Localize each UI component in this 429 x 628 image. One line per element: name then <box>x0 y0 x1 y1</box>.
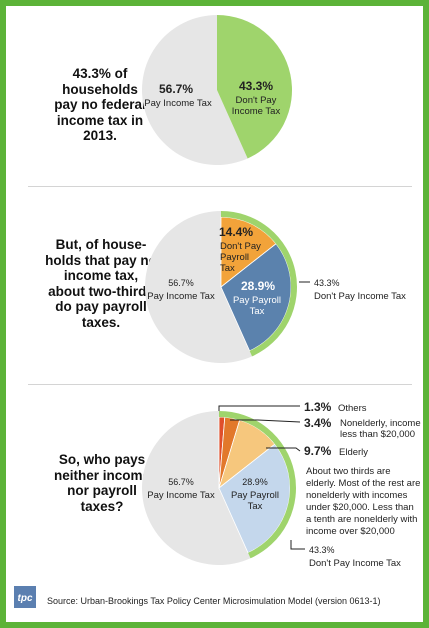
pie3-annotation-line: elderly. Most of the rest are <box>306 478 420 489</box>
panel1-line: pay no federal <box>54 97 146 112</box>
panel1-line: income tax in <box>56 112 144 128</box>
panel2-line: about two-thirds <box>48 283 154 299</box>
pie1-label-dontpay-text: Don't Pay <box>236 95 277 106</box>
pie1-label-pay-pct: 56.7% <box>159 82 193 96</box>
pie3-leader-others <box>218 405 300 411</box>
panel2-line: do pay payroll <box>55 299 147 314</box>
pie3-leader-nonelderly <box>230 419 301 423</box>
panel2-line: income tax, <box>63 268 139 283</box>
panel3-line: neither income <box>53 467 151 483</box>
pie2-label-blue-text: Pay Payroll <box>233 295 281 306</box>
pie2-slices <box>144 211 297 364</box>
pie3-annotation-line: a tenth are nonelderly with <box>306 514 417 525</box>
pie3-label-nonelderly-pct: 3.4% <box>304 416 332 430</box>
pie3-slices <box>142 411 296 565</box>
panel2-text: But, of house- holds that pay no income … <box>28 237 174 330</box>
pie3-annotation-line: income over $20,000 <box>306 526 395 537</box>
pie3-label-elderly-pct: 9.7% <box>304 444 332 458</box>
panel1-line: 43.3% of <box>72 66 128 81</box>
source-note: Source: Urban-Brookings Tax Policy Cente… <box>47 596 381 606</box>
pie3-leader-ring <box>290 540 305 550</box>
pie3-leader-elderly <box>266 447 301 452</box>
pie3-label-nonelderly-text: Nonelderly, income <box>340 418 421 429</box>
pie3-label-nonelderly-text: less than $20,000 <box>340 429 415 440</box>
pie2-label-blue-text: Tax <box>250 306 265 317</box>
pie2-label-pay-pct: 56.7% <box>168 278 194 288</box>
pie3-label-payroll-text: Pay Payroll <box>231 490 279 501</box>
pie1-label-pay-text: Pay Income Tax <box>144 98 212 109</box>
pie3-ring-label: Don't Pay Income Tax <box>309 558 401 569</box>
panel1-text: 43.3% of households pay no federal incom… <box>36 66 164 144</box>
pie3-ring-pct: 43.3% <box>309 545 335 555</box>
pie1-label-dontpay-text: Income Tax <box>232 106 281 117</box>
tpc-logo: tpc <box>14 586 36 608</box>
pie2-label-pay-text: Pay Income Tax <box>147 291 215 302</box>
pie2-label-blue-pct: 28.9% <box>241 279 275 293</box>
pie2-label-orange-pct: 14.4% <box>219 225 253 239</box>
pie3-label-pay-pct: 56.7% <box>168 477 194 487</box>
pie3-slice-payroll <box>218 443 291 554</box>
pie3-slice-pay <box>142 411 251 565</box>
pie2-label-orange-text: Payroll <box>220 252 249 263</box>
pie3-label-payroll-text: Tax <box>248 501 263 512</box>
pie1-slices <box>142 15 292 165</box>
divider <box>28 384 412 385</box>
pie3-label-pay-text: Pay Income Tax <box>147 490 215 501</box>
pie2-ring-pct: 43.3% <box>314 278 340 288</box>
panel3-line: nor payroll <box>67 483 137 498</box>
pie3-label-payroll-pct: 28.9% <box>242 477 268 487</box>
pie2-ring-label: Don't Pay Income Tax <box>314 291 406 302</box>
panel2-line: taxes. <box>81 314 121 330</box>
panel3-text: So, who pays neither income nor payroll … <box>36 452 168 514</box>
pie3-label-elderly-text: Elderly <box>339 447 368 458</box>
pie1-slice-dontpay <box>217 15 292 159</box>
pie3-annotation-line: under $20,000. Less than <box>306 502 414 513</box>
pie3-label-others-text: Others <box>338 403 367 414</box>
pie2-slice-blue <box>220 243 292 352</box>
tpc-logo-text: tpc <box>18 593 33 604</box>
pie2-label-orange-text: Don't Pay <box>220 241 261 252</box>
panel1-line: 2013. <box>83 128 117 143</box>
panel2-line: holds that pay no <box>45 252 157 268</box>
pie3-annotation-line: nonelderly with incomes <box>306 490 408 501</box>
pie2-slice-pay <box>144 211 253 364</box>
panel3-line: taxes? <box>80 498 124 514</box>
panel2-line: But, of house- <box>55 237 147 252</box>
pie2-label-orange-text: Tax <box>220 263 235 274</box>
pie1-label-dontpay-pct: 43.3% <box>239 79 273 93</box>
pie2-ring-dontpay <box>220 211 297 357</box>
pie2-slice-orange <box>220 216 277 288</box>
pie3-annotation-line: About two thirds are <box>306 466 391 477</box>
panel3-line: So, who pays <box>58 452 146 467</box>
pie3-label-others-pct: 1.3% <box>304 400 332 414</box>
divider <box>28 186 412 187</box>
panel1-line: households <box>62 81 138 97</box>
pie1-slice-pay <box>142 15 248 165</box>
